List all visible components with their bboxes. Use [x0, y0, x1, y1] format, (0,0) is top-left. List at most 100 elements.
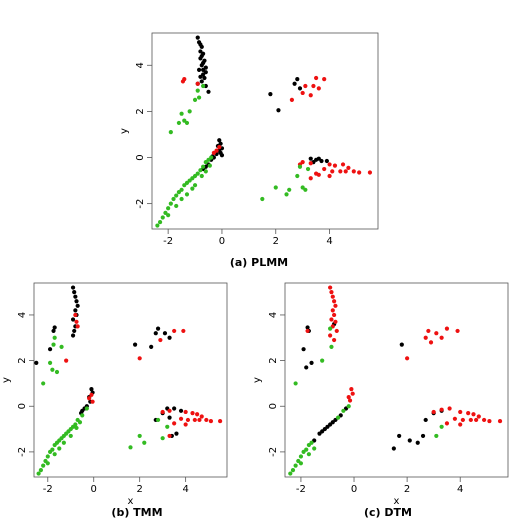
point-red: [327, 173, 332, 179]
point-black: [399, 342, 404, 347]
point-green: [346, 404, 351, 409]
point-red: [330, 308, 335, 313]
point-black: [309, 360, 314, 365]
point-green: [439, 424, 444, 429]
point-green: [195, 88, 200, 93]
point-black: [167, 335, 172, 340]
point-green: [341, 408, 346, 413]
point-green: [52, 452, 57, 457]
point-red: [74, 319, 79, 324]
y-tick-label: 0: [17, 403, 28, 409]
point-green: [52, 442, 57, 448]
point-green: [293, 381, 298, 386]
plot-frame: [33, 282, 228, 478]
point-black: [178, 408, 184, 413]
point-red: [314, 75, 319, 81]
point-red: [452, 416, 458, 421]
point-black: [34, 360, 39, 365]
point-green: [199, 173, 204, 179]
point-black: [149, 344, 154, 350]
point-red: [172, 421, 177, 426]
point-black: [320, 429, 325, 434]
point-red: [482, 417, 487, 423]
point-red: [327, 162, 332, 167]
y-tick-label: 4: [17, 312, 28, 318]
point-red: [73, 312, 78, 318]
point-red: [192, 417, 197, 423]
point-red: [431, 409, 436, 415]
point-red: [87, 396, 92, 401]
point-green: [179, 196, 184, 202]
point-green: [54, 369, 60, 375]
point-green: [301, 449, 306, 454]
point-green: [297, 164, 303, 169]
x-tick-label: 0: [91, 484, 97, 495]
point-black: [132, 342, 138, 347]
point-green: [290, 468, 296, 473]
point-green: [312, 446, 317, 451]
point-red: [183, 409, 188, 415]
plot-frame: [284, 282, 509, 478]
point-green: [203, 160, 208, 165]
point-green: [182, 183, 187, 188]
point-green: [45, 454, 50, 459]
point-black: [316, 156, 321, 161]
point-red: [199, 414, 204, 419]
point-red: [190, 410, 195, 416]
point-red: [158, 337, 163, 343]
point-green: [203, 169, 208, 174]
point-red: [308, 176, 313, 181]
point-red: [185, 417, 191, 423]
point-red: [349, 387, 354, 392]
point-red: [75, 324, 80, 329]
point-black: [199, 79, 204, 84]
point-red: [308, 93, 313, 98]
point-red: [434, 331, 439, 336]
point-green: [74, 425, 79, 431]
point-red: [405, 356, 410, 361]
point-green: [168, 130, 173, 135]
point-green: [50, 367, 55, 372]
point-red: [328, 285, 333, 290]
point-red: [439, 407, 444, 412]
point-red: [458, 409, 463, 415]
point-red: [439, 335, 444, 340]
point-green: [335, 415, 341, 420]
x-tick-label: 4: [182, 484, 188, 495]
point-red: [333, 319, 338, 324]
point-black: [198, 74, 203, 79]
point-red: [332, 312, 337, 318]
x-tick-label: 2: [137, 484, 143, 495]
panel-plmm: -2 0 2 4 -2 0 2 4 y (a) PLMM: [119, 32, 379, 269]
point-black: [47, 347, 53, 352]
point-green: [142, 440, 147, 445]
point-green: [166, 213, 171, 218]
x-axis-label: x: [128, 496, 134, 507]
point-green: [155, 417, 161, 423]
point-red: [428, 340, 434, 345]
panel-caption: (a) PLMM: [230, 256, 288, 269]
y-tick-label: 4: [268, 312, 279, 318]
point-red: [346, 395, 351, 400]
point-green: [306, 442, 311, 448]
point-green: [155, 223, 160, 228]
point-black: [162, 331, 168, 336]
point-red: [444, 421, 450, 426]
point-black: [268, 92, 273, 97]
point-green: [179, 111, 184, 116]
point-red: [350, 391, 355, 396]
point-green: [198, 168, 203, 173]
x-axis-label: x: [394, 496, 400, 507]
point-red: [89, 392, 94, 397]
point-green: [41, 463, 46, 468]
y-axis-label: y: [1, 377, 12, 383]
point-black: [199, 63, 204, 68]
point-green: [168, 201, 173, 206]
point-red: [137, 356, 142, 361]
point-red: [497, 418, 503, 424]
point-red: [208, 418, 214, 424]
y-tick-label: 2: [268, 357, 279, 363]
y-tick-label: 2: [17, 357, 28, 363]
point-red: [217, 145, 222, 150]
point-black: [172, 406, 177, 411]
